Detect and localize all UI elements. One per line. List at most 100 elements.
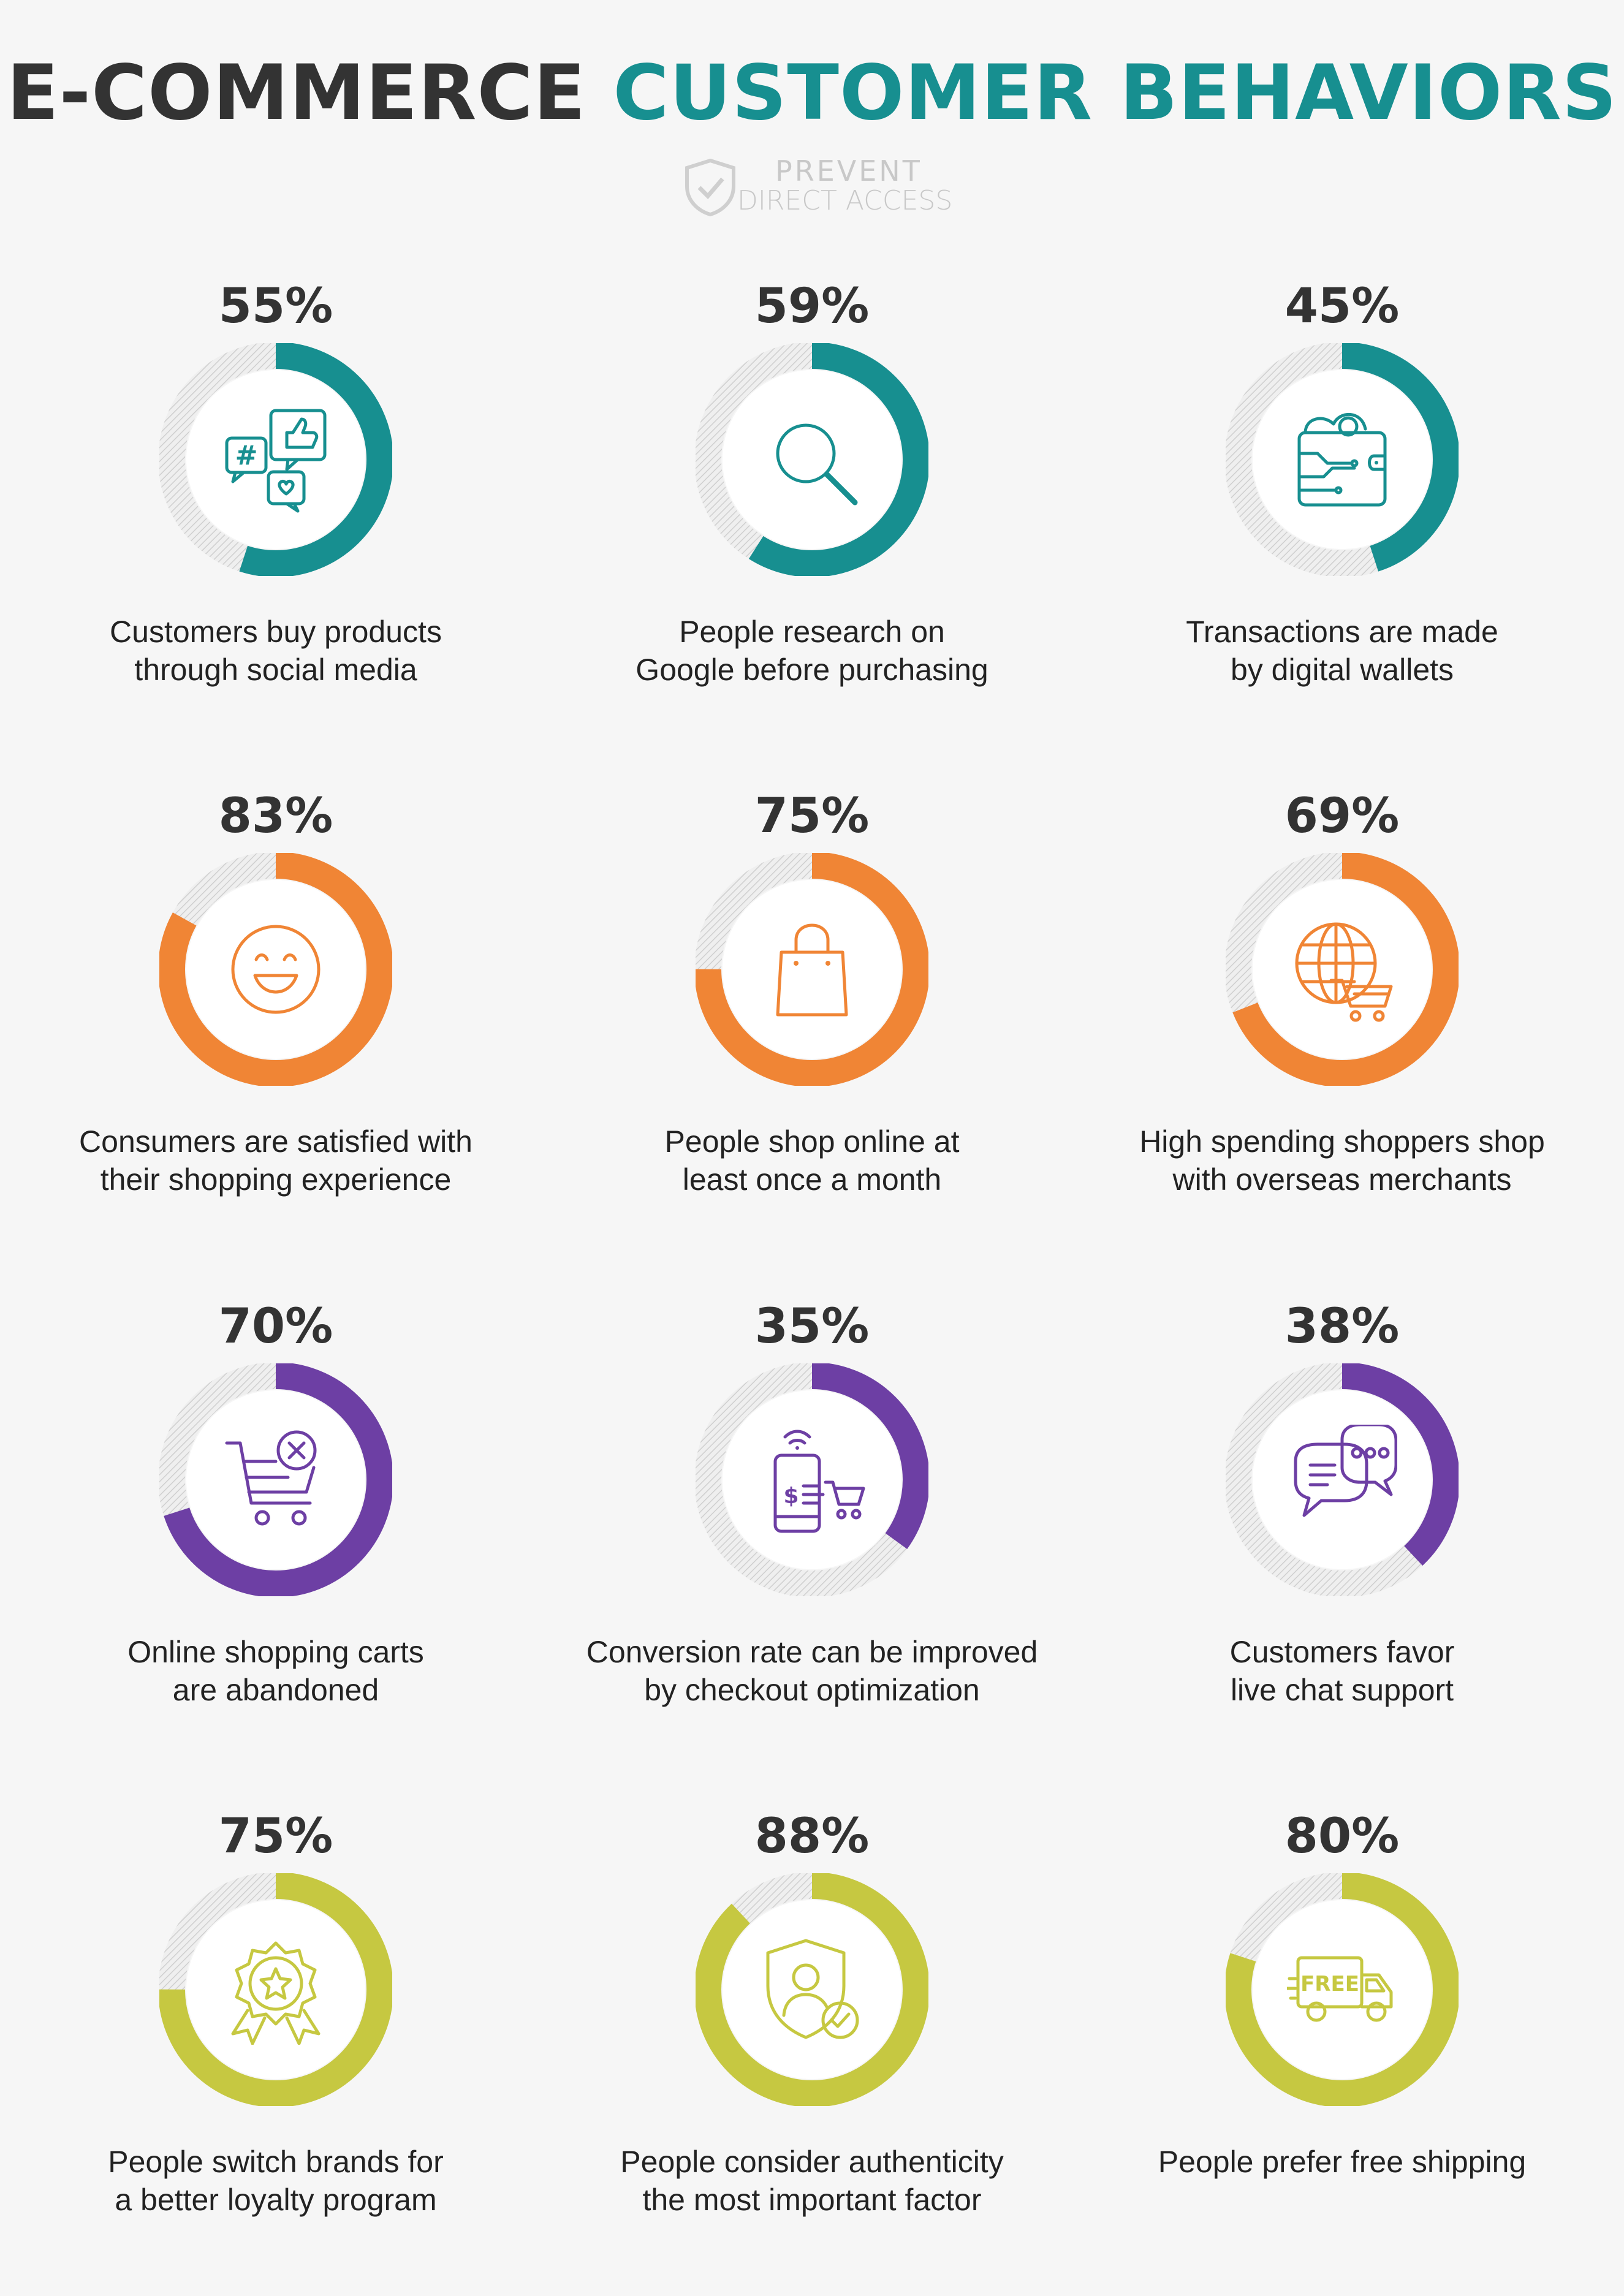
stat-percent: 35%: [754, 1299, 870, 1354]
stat-card: 55% # Customers buy products through social…: [12, 276, 539, 766]
progress-ring: [1226, 343, 1459, 576]
title-part1: E-COMMERCE: [6, 49, 586, 137]
stat-percent: 83%: [218, 789, 333, 844]
stat-label-line: through social media: [134, 653, 417, 687]
progress-ring: [159, 1873, 392, 2106]
ring-center: [186, 1390, 365, 1569]
smiley-icon: [231, 925, 321, 1014]
ring-center: [1253, 880, 1432, 1059]
search-icon: [776, 423, 858, 506]
stat-label: Consumers are satisfied with their shoppi…: [12, 1123, 539, 1199]
progress-ring: [1226, 853, 1459, 1086]
stat-card: 75% People shop online at least once a mon…: [548, 786, 1076, 1276]
title-part2: CUSTOMER BEHAVIORS: [613, 49, 1618, 137]
progress-ring: [1226, 1363, 1459, 1596]
ring-progress-arc: [1226, 1363, 1459, 1596]
stat-card: 35% $ Conversion rate can be improved by ch…: [548, 1296, 1076, 1786]
stat-label-line: by digital wallets: [1230, 653, 1454, 687]
brand-line1: PREVENT: [775, 154, 922, 188]
stat-label: Transactions are made by digital wallets: [1079, 613, 1606, 689]
stat-percent: 55%: [218, 279, 333, 334]
stat-card: 70% Online shopping carts are abandoned: [12, 1296, 539, 1786]
stat-label: Customers buy products through social med…: [12, 613, 539, 689]
ring-progress-arc: [1226, 1873, 1459, 2106]
progress-ring: [1226, 1873, 1459, 2106]
stat-card: 59% People research on Google before purch…: [548, 276, 1076, 766]
stat-label: High spending shoppers shop with overseas…: [1079, 1123, 1606, 1199]
stat-label-line: Consumers are satisfied with: [79, 1124, 472, 1159]
authenticity-shield-icon: [766, 1939, 859, 2039]
stat-label: Online shopping carts are abandoned: [12, 1633, 539, 1709]
stat-label-line: least once a month: [682, 1162, 942, 1197]
ring-progress-arc: [696, 1363, 928, 1596]
stat-percent: 80%: [1284, 1809, 1400, 1864]
progress-ring: [696, 343, 928, 576]
stat-label-line: the most important factor: [642, 2183, 982, 2217]
loyalty-badge-icon: [231, 1941, 321, 2045]
stat-card: 75% People switch brands for a better loya…: [12, 1806, 539, 2296]
digital-wallet-icon: [1297, 413, 1387, 507]
stat-card: 80% FREE People prefer free shipping: [1079, 1806, 1606, 2296]
stat-card: 38% Customers favor live chat support: [1079, 1296, 1606, 1786]
stat-percent: 45%: [1284, 279, 1400, 334]
ring-center: [1253, 370, 1432, 549]
ring-center: [186, 880, 365, 1059]
stat-label-line: Customers favor: [1229, 1635, 1455, 1669]
stat-label: Conversion rate can be improved by checko…: [548, 1633, 1076, 1709]
stat-label-line: a better loyalty program: [115, 2183, 437, 2217]
ring-progress-arc: [696, 853, 928, 1086]
stat-label-line: Online shopping carts: [127, 1635, 424, 1669]
ring-progress-arc: [696, 343, 928, 576]
stat-card: 83% Consumers are satisfied with their sho…: [12, 786, 539, 1276]
stat-label: People prefer free shipping: [1079, 2143, 1606, 2181]
ring-progress-arc: [159, 1363, 392, 1596]
stat-label: People research on Google before purchasi…: [548, 613, 1076, 689]
stat-percent: 88%: [754, 1809, 870, 1864]
stat-label-line: their shopping experience: [100, 1162, 452, 1197]
stat-label-line: People consider authenticity: [620, 2145, 1004, 2179]
stat-label-line: with overseas merchants: [1172, 1162, 1512, 1197]
ring-center: [186, 1900, 365, 2079]
brand-line2: DIRECT ACCESS: [737, 185, 953, 216]
stat-label-line: Customers buy products: [110, 615, 442, 649]
progress-ring: [696, 853, 928, 1086]
stat-percent: 70%: [218, 1299, 333, 1354]
stat-card: 69% High spending shoppers shop with overs…: [1079, 786, 1606, 1276]
ring-progress-arc: [1226, 853, 1459, 1086]
shopping-bag-icon: [776, 923, 848, 1017]
stat-label-line: People switch brands for: [108, 2145, 444, 2179]
ring-center: [723, 880, 901, 1059]
free-shipping-icon: FREE: [1287, 1956, 1393, 2022]
stat-percent: 75%: [754, 789, 870, 844]
stat-label-line: Google before purchasing: [636, 653, 988, 687]
stat-label: People shop online at least once a month: [548, 1123, 1076, 1199]
stat-label-line: People research on: [679, 615, 945, 649]
stat-label-line: High spending shoppers shop: [1139, 1124, 1545, 1159]
live-chat-icon: [1294, 1425, 1397, 1517]
stat-card: 45% Transactions are made by digital walle…: [1079, 276, 1606, 766]
stat-label-line: are abandoned: [172, 1673, 379, 1707]
abandoned-cart-icon: [225, 1430, 317, 1526]
stat-label-line: Conversion rate can be improved: [586, 1635, 1038, 1669]
stat-percent: 38%: [1284, 1299, 1400, 1354]
shield-check-icon: [685, 158, 735, 217]
mobile-checkout-icon: $: [773, 1430, 865, 1533]
stat-label-line: live chat support: [1230, 1673, 1454, 1707]
progress-ring: [159, 1363, 392, 1596]
stat-label: People consider authenticity the most imp…: [548, 2143, 1076, 2219]
stat-percent: 75%: [218, 1809, 333, 1864]
stat-card: 88% People consider authenticity the most …: [548, 1806, 1076, 2296]
ring-progress-arc: [159, 853, 392, 1086]
brand-logo: PREVENT DIRECT ACCESS: [683, 153, 953, 221]
stat-label-line: Transactions are made: [1186, 615, 1498, 649]
stat-percent: 69%: [1284, 789, 1400, 844]
svg-text:#: #: [235, 440, 258, 471]
stat-label-line: People prefer free shipping: [1158, 2145, 1527, 2179]
svg-text:FREE: FREE: [1300, 1972, 1359, 1996]
stat-label: Customers favor live chat support: [1079, 1633, 1606, 1709]
ring-center: [1253, 1390, 1432, 1569]
stat-percent: 59%: [754, 279, 870, 334]
ring-progress-arc: [159, 343, 392, 576]
ring-center: [723, 1390, 901, 1569]
